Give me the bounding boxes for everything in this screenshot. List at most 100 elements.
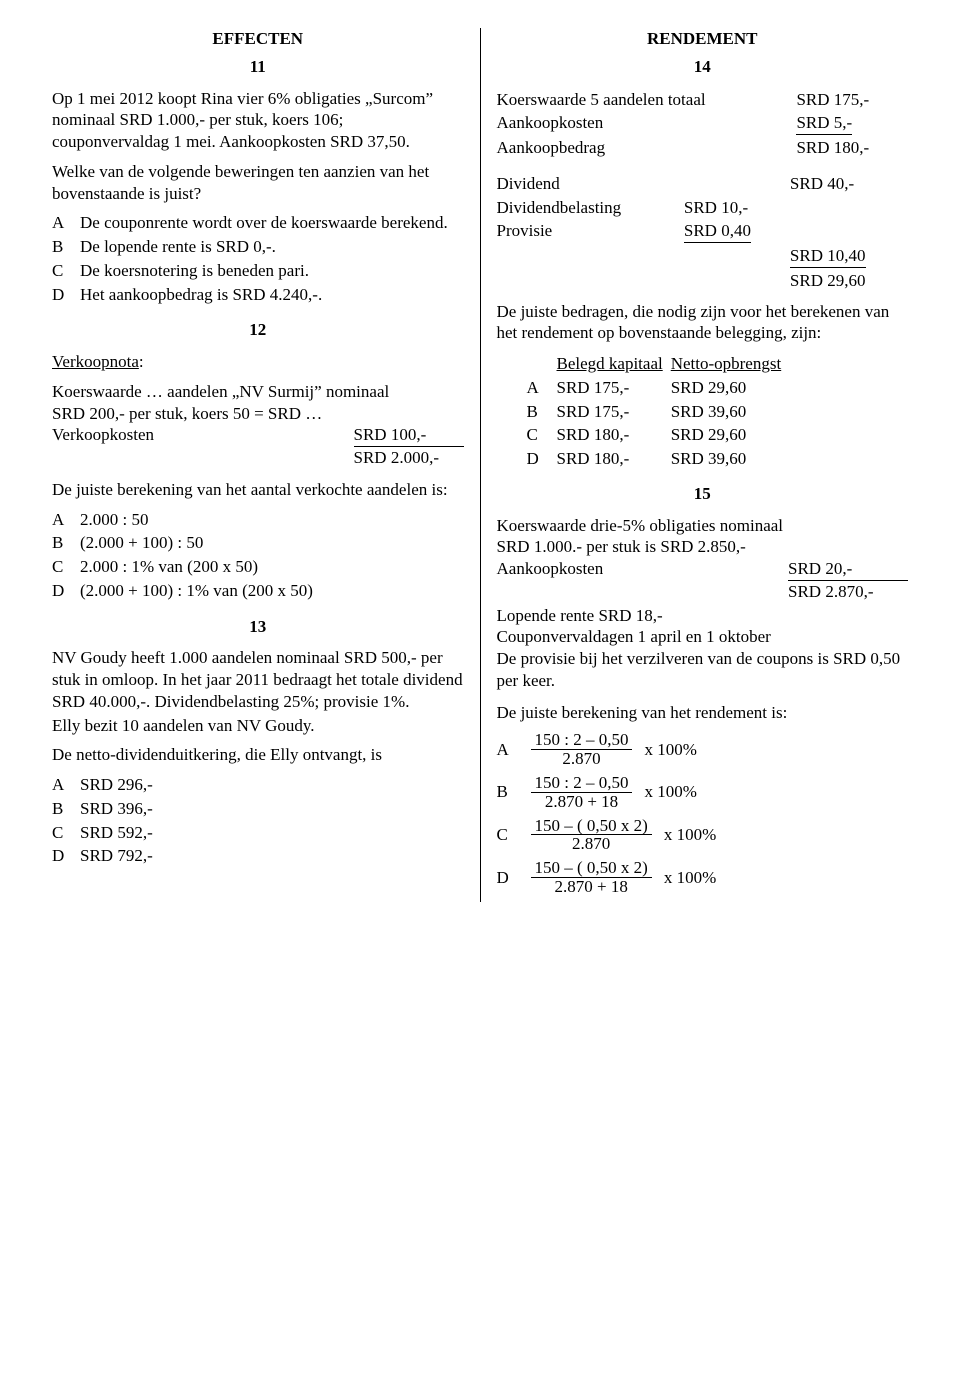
q14-t2-r2-v (790, 196, 908, 220)
option-letter: B (527, 400, 557, 424)
q14-b-c1: SRD 175,- (557, 400, 671, 424)
option-text: De lopende rente is SRD 0,-. (80, 236, 276, 258)
q15-line-lopende: Lopende rente SRD 18,- (497, 605, 909, 627)
q12-verkoopkosten-row: Verkoopkosten SRD 100,- (52, 424, 464, 447)
option-letter: D (52, 284, 70, 306)
fraction: 150 – ( 0,50 x 2) 2.870 (531, 817, 652, 854)
q14-c-c1: SRD 180,- (557, 423, 671, 447)
q12-options: A2.000 : 50 B (2.000 + 100) : 50 C2.000 :… (52, 509, 464, 602)
option-letter: C (527, 423, 557, 447)
q14-t2-r1-v: SRD 40,- (790, 172, 908, 196)
q14-t2-r1-m (684, 172, 790, 196)
section-title-rendement: RENDEMENT (497, 28, 909, 50)
q12-verkoopkosten-label: Verkoopkosten (52, 424, 154, 447)
q15-total-row: SRD 2.870,- (497, 581, 909, 603)
q13-options: A SRD 296,- B SRD 396,- C SRD 592,- D SRD 79… (52, 774, 464, 867)
q12-question-text: De juiste berekening van het aantal verk… (52, 479, 464, 501)
option-text: Het aankoopbedrag is SRD 4.240,-. (80, 284, 322, 306)
q13-paragraph-1: NV Goudy heeft 1.000 aandelen nominaal S… (52, 647, 464, 712)
option-letter: B (52, 532, 70, 554)
q14-t1-r3-label: Aankoopbedrag (497, 136, 797, 160)
q14-t1-r1-label: Koerswaarde 5 aandelen totaal (497, 88, 797, 112)
option-letter: D (52, 845, 70, 867)
option-text: SRD 296,- (80, 774, 153, 796)
q11-paragraph-2: Welke van de volgende beweringen ten aan… (52, 161, 464, 205)
q14-t2-r3-v (790, 219, 908, 244)
left-column: EFFECTEN 11 Op 1 mei 2012 koopt Rina vie… (40, 28, 476, 902)
question-number-15: 15 (497, 483, 909, 505)
q12-line1a: Koerswaarde … aandelen „NV Surmij” nomin… (52, 381, 464, 403)
q12-option-a: A2.000 : 50 (52, 509, 464, 531)
option-letter: C (52, 822, 70, 844)
option-text: (2.000 + 100) : 50 (80, 532, 203, 554)
q14-header-belegd: Belegd kapitaal (557, 354, 663, 373)
option-letter: A (52, 774, 70, 796)
option-letter: B (52, 798, 70, 820)
option-text: De couponrente wordt over de koerswaarde… (80, 212, 448, 234)
q12-total-value: SRD 2.000,- (354, 447, 464, 469)
q11-options: A De couponrente wordt over de koerswaard… (52, 212, 464, 305)
q15-c-suffix: x 100% (664, 824, 716, 846)
q12-verkoopkosten-value: SRD 100,- (354, 424, 464, 447)
q15-d-den: 2.870 + 18 (531, 878, 652, 896)
q15-line-provisie: De provisie bij het verzilveren van de c… (497, 648, 909, 692)
q15-a-num: 150 : 2 – 0,50 (531, 731, 633, 750)
question-number-14: 14 (497, 56, 909, 78)
q11-option-b: BDe lopende rente is SRD 0,-. (52, 236, 464, 258)
q14-t2-r1-l: Dividend (497, 172, 684, 196)
q14-t1-r3-value: SRD 180,- (796, 136, 908, 160)
q15-aankoopkosten-row: Aankoopkosten SRD 20,- (497, 558, 909, 581)
q14-t2-r4-v: SRD 10,40 (790, 244, 908, 269)
q14-header-netto: Netto-opbrengst (671, 354, 781, 373)
q11-option-c: CDe koersnotering is beneden pari. (52, 260, 464, 282)
q14-d-c1: SRD 180,- (557, 447, 671, 471)
q15-c-den: 2.870 (531, 835, 652, 853)
right-column: RENDEMENT 14 Koerswaarde 5 aandelen tota… (485, 28, 921, 902)
q14-t2-r3-m: SRD 0,40 (684, 219, 790, 244)
q14-t2-r2-m: SRD 10,- (684, 196, 790, 220)
q14-a-c1: SRD 175,- (557, 376, 671, 400)
option-letter: D (497, 867, 519, 889)
q15-a-suffix: x 100% (644, 739, 696, 761)
question-number-12: 12 (52, 319, 464, 341)
q14-table-1: Koerswaarde 5 aandelen totaalSRD 175,- A… (497, 88, 909, 160)
q14-t2-r3-l: Provisie (497, 219, 684, 244)
option-text: 2.000 : 50 (80, 509, 148, 531)
q11-option-d: D Het aankoopbedrag is SRD 4.240,-. (52, 284, 464, 306)
q14-c-c2: SRD 29,60 (671, 423, 789, 447)
q15-b-suffix: x 100% (644, 781, 696, 803)
q15-question-text: De juiste berekening van het rendement i… (497, 702, 909, 724)
option-text: SRD 396,- (80, 798, 153, 820)
q14-t1-r1-value: SRD 175,- (796, 88, 908, 112)
question-number-13: 13 (52, 616, 464, 638)
q15-line1b: SRD 1.000.- per stuk is SRD 2.850,- (497, 536, 909, 558)
q15-line-coupon: Couponvervaldagen 1 april en 1 oktober (497, 626, 909, 648)
q13-option-b: B SRD 396,- (52, 798, 464, 820)
option-letter: A (52, 212, 70, 234)
q15-line1a: Koerswaarde drie-5% obligaties nominaal (497, 515, 909, 537)
question-number-11: 11 (52, 56, 464, 78)
q14-t1-r2-label: Aankoopkosten (497, 111, 797, 136)
fraction: 150 : 2 – 0,50 2.870 + 18 (531, 774, 633, 811)
option-text: SRD 792,- (80, 845, 153, 867)
q14-question-text: De juiste bedragen, die nodig zijn voor … (497, 301, 909, 345)
q12-option-b: B (2.000 + 100) : 50 (52, 532, 464, 554)
q14-b-c2: SRD 39,60 (671, 400, 789, 424)
q14-t2-r5-v: SRD 29,60 (790, 269, 908, 293)
q13-option-c: C SRD 592,- (52, 822, 464, 844)
q14-d-c2: SRD 39,60 (671, 447, 789, 471)
section-title-effecten: EFFECTEN (52, 28, 464, 50)
option-text: SRD 592,- (80, 822, 153, 844)
q11-paragraph-1: Op 1 mei 2012 koopt Rina vier 6% obligat… (52, 88, 464, 153)
option-letter: B (497, 781, 519, 803)
verkoopnota-heading: Verkoopnota (52, 352, 139, 371)
q15-aankoopkosten-label: Aankoopkosten (497, 558, 604, 581)
q12-option-c: C2.000 : 1% van (200 x 50) (52, 556, 464, 578)
q14-answer-table: Belegd kapitaal Netto-opbrengst ASRD 175… (497, 352, 790, 471)
option-letter: D (527, 447, 557, 471)
q14-t2-r2-l: Dividendbelasting (497, 196, 684, 220)
q15-option-b: B 150 : 2 – 0,50 2.870 + 18 x 100% (497, 774, 909, 811)
option-text: 2.000 : 1% van (200 x 50) (80, 556, 258, 578)
fraction: 150 – ( 0,50 x 2) 2.870 + 18 (531, 859, 652, 896)
option-letter: A (497, 739, 519, 761)
